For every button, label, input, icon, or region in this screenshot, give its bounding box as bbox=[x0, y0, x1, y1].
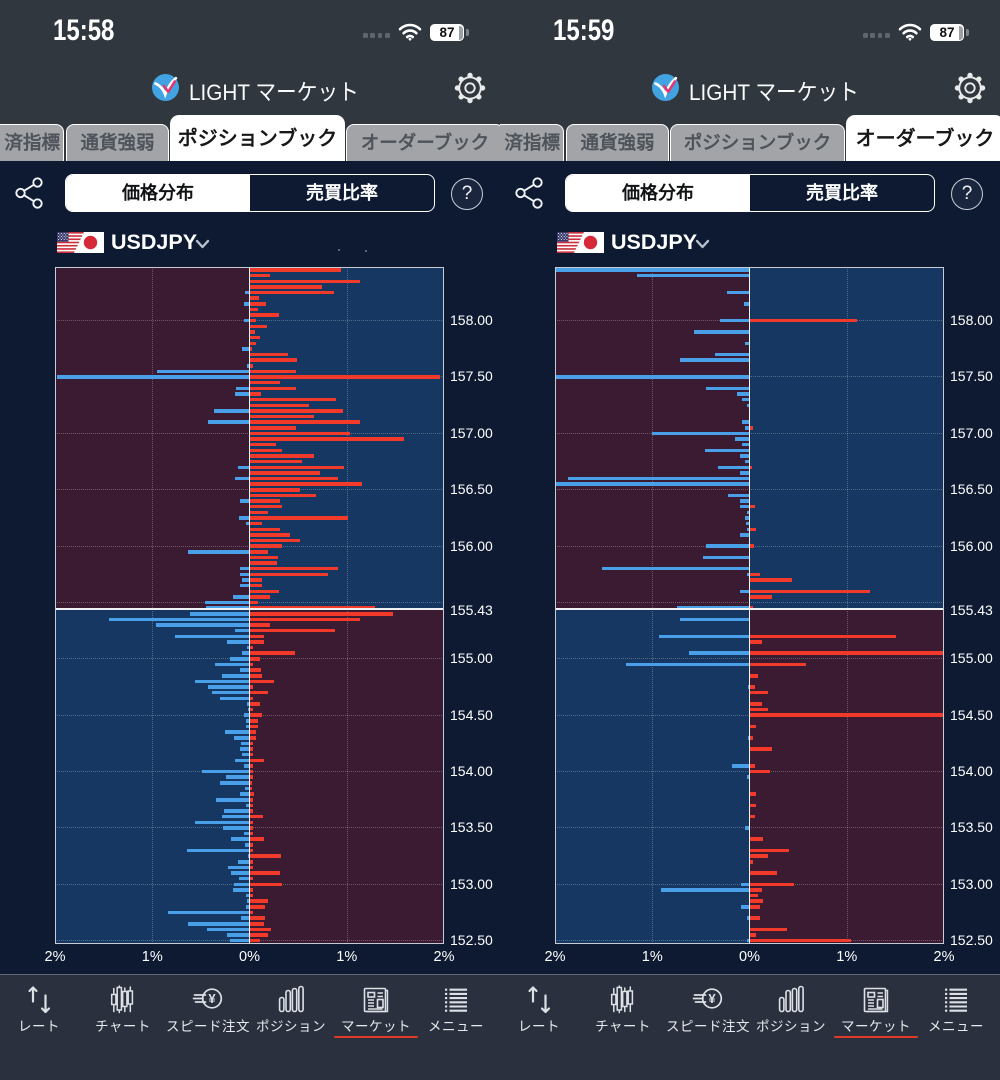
svg-text:¥: ¥ bbox=[708, 991, 716, 1006]
svg-text:¥: ¥ bbox=[208, 991, 216, 1006]
